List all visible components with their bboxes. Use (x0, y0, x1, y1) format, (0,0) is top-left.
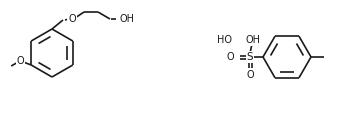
Text: OH: OH (246, 35, 260, 45)
Text: OH: OH (119, 14, 134, 24)
Text: O: O (68, 14, 76, 24)
Text: O: O (17, 56, 24, 66)
Text: HO: HO (217, 35, 233, 45)
Text: O: O (226, 52, 234, 62)
Text: S: S (247, 52, 253, 62)
Text: O: O (246, 70, 254, 80)
